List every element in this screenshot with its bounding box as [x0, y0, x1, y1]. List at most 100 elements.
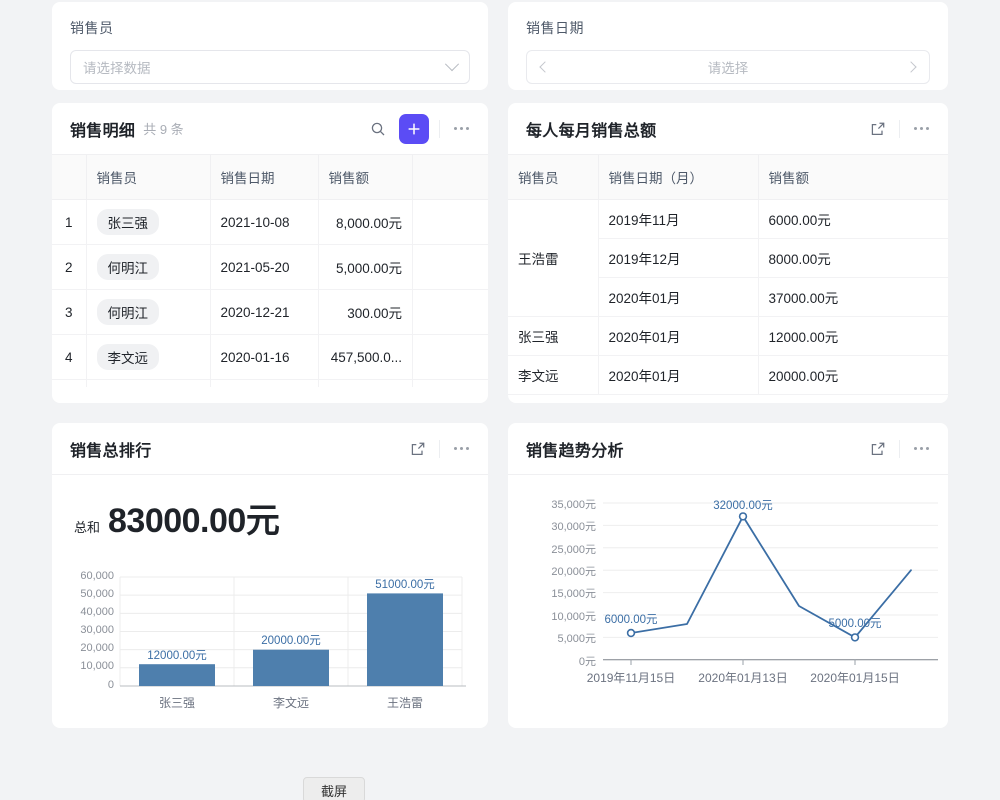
row-amount: 5,000.00元: [318, 244, 414, 290]
line-ytick-4: 15,000元: [551, 588, 596, 600]
trend-marker-0: [626, 628, 636, 638]
sales-date-filter-card: 销售日期 请选择: [508, 2, 948, 90]
sales-detail-card: 销售明细 共 9 条: [52, 103, 488, 403]
col-sales-date: 销售日期: [210, 155, 319, 200]
chevron-right-icon[interactable]: [905, 61, 917, 73]
line-chart-svg: [603, 502, 938, 665]
monthly-total-title: 每人每月销售总额: [526, 122, 657, 140]
table-row[interactable]: 张三强 2020年01月 12000.00元: [508, 316, 948, 356]
row-amount: 6000.00元: [758, 199, 948, 239]
col-amount: 销售额: [318, 155, 414, 200]
salesperson-tag: 何明江: [96, 299, 159, 325]
row-amount: 5,000.00元: [318, 379, 414, 387]
screenshot-button-label: 截屏: [320, 783, 347, 799]
table-row[interactable]: 2 何明江 2021-05-20 5,000.00元: [52, 244, 488, 290]
sales-detail-count: 共 9 条: [143, 122, 184, 137]
row-month: 2019年11月: [598, 199, 759, 239]
line-ytick-2: 25,000元: [551, 544, 596, 556]
sales-rank-header: 销售总排行: [52, 423, 488, 475]
table-row[interactable]: 1 张三强 2021-10-08 8,000.00元: [52, 199, 488, 245]
row-month: 2019年12月: [598, 238, 759, 278]
line-ytick-3: 20,000元: [551, 566, 596, 578]
external-link-icon[interactable]: [867, 438, 889, 460]
line-data-label-1: 32000.00元: [713, 500, 773, 512]
row-amount: 12000.00元: [758, 316, 948, 356]
monthly-total-actions: [867, 118, 932, 140]
bar-zhangsanqiang: [139, 664, 215, 686]
total-metric: 总和 83000.00元: [52, 475, 488, 548]
search-icon[interactable]: [367, 118, 389, 140]
external-link-icon[interactable]: [407, 438, 429, 460]
more-horizontal-icon[interactable]: [450, 118, 472, 140]
sales-detail-table-scroll[interactable]: 销售员 销售日期 销售额 1 张三强 2021-10-08 8,000.00元: [52, 155, 488, 387]
more-horizontal-icon[interactable]: [910, 118, 932, 140]
row-amount: 37000.00元: [758, 277, 948, 317]
row-spacer: [412, 199, 488, 245]
salesperson-tag: 张三强: [96, 209, 159, 235]
trend-marker-2: [738, 512, 748, 521]
bar-wanghaolei: [367, 593, 443, 686]
salesperson-select[interactable]: 请选择数据: [70, 50, 470, 84]
bar-xcat-2: 王浩雷: [386, 696, 423, 710]
bar-liwenyuan: [253, 649, 329, 686]
sales-date-picker[interactable]: 请选择: [526, 50, 930, 84]
row-index: 4: [52, 334, 87, 380]
bar-ytick-5: 10,000: [80, 660, 114, 672]
monthly-total-table: 销售员 销售日期（月） 销售额 王浩雷 2019年11月 6000.00元 20…: [508, 155, 948, 395]
line-xtick-1: 2020年01月13日: [698, 671, 788, 685]
monthly-total-card: 每人每月销售总额 销售员 销售日期（月）: [508, 103, 948, 403]
sales-trend-title: 销售趋势分析: [526, 442, 624, 460]
col-spacer: [412, 155, 488, 200]
sales-detail-body: 1 张三强 2021-10-08 8,000.00元 2 何明江 2021-05…: [52, 199, 488, 387]
line-ytick-0: 35,000元: [551, 499, 596, 511]
action-divider: [899, 119, 900, 138]
row-salesperson: 王浩雷: [86, 379, 211, 387]
table-row[interactable]: 2019年12月 8000.00元: [508, 238, 948, 278]
table-row[interactable]: 王浩雷 2019年11月 6000.00元: [508, 199, 948, 317]
bar-ytick-1: 50,000: [80, 588, 114, 600]
table-row[interactable]: 李文远 2020年01月 20000.00元: [508, 355, 948, 395]
row-date: 2021-05-20: [210, 244, 319, 290]
row-salesperson: 李文远: [86, 334, 211, 380]
screenshot-button[interactable]: 截屏: [303, 777, 365, 800]
more-horizontal-icon[interactable]: [450, 438, 472, 460]
row-amount: 300.00元: [318, 289, 414, 335]
row-month: 2020年01月: [598, 355, 759, 395]
table-row[interactable]: 5 王浩雷 2020-01-15 5,000.00元: [52, 379, 488, 387]
line-ytick-7: 0元: [578, 656, 596, 668]
col-salesperson: 销售员: [86, 155, 211, 200]
line-xtick-2: 2020年01月15日: [810, 671, 900, 685]
row-spacer: [412, 334, 488, 380]
sales-trend-actions: [867, 438, 932, 460]
more-horizontal-icon[interactable]: [910, 438, 932, 460]
row-month: 2020年01月: [598, 316, 759, 356]
row-salesperson: 何明江: [86, 289, 211, 335]
group-salesperson: 王浩雷: [508, 199, 599, 317]
sales-trend-line-chart: 35,000元 30,000元 25,000元 20,000元 15,000元 …: [508, 475, 948, 728]
table-row[interactable]: 2020年01月 37000.00元: [508, 277, 948, 317]
line-xtick-0: 2019年11月15日: [586, 671, 676, 685]
bar-ytick-2: 40,000: [80, 606, 114, 618]
bar-ytick-3: 30,000: [80, 624, 114, 636]
row-index: 2: [52, 244, 87, 290]
external-link-icon[interactable]: [867, 118, 889, 140]
col-amount: 销售额: [758, 155, 948, 200]
sales-date-filter-label: 销售日期: [526, 20, 584, 36]
salesperson-select-value: 请选择数据: [83, 61, 151, 76]
row-month: 2020年01月: [598, 277, 759, 317]
line-data-label-2: 5000.00元: [828, 618, 882, 630]
sales-detail-table: 销售员 销售日期 销售额 1 张三强 2021-10-08 8,000.00元: [52, 155, 488, 387]
table-row[interactable]: 3 何明江 2020-12-21 300.00元: [52, 289, 488, 335]
add-record-button[interactable]: [399, 113, 429, 144]
bar-ytick-4: 20,000: [80, 642, 114, 654]
bar-data-label-2: 51000.00元: [375, 579, 435, 591]
row-index: 1: [52, 199, 87, 245]
total-metric-value: 83000.00元: [108, 502, 280, 540]
sales-trend-header: 销售趋势分析: [508, 423, 948, 475]
row-amount: 8000.00元: [758, 238, 948, 278]
table-row[interactable]: 4 李文远 2020-01-16 457,500.0...: [52, 334, 488, 380]
action-divider: [439, 439, 440, 458]
table-header-row: 销售员 销售日期 销售额: [52, 155, 488, 200]
line-ytick-6: 5,000元: [557, 633, 596, 645]
